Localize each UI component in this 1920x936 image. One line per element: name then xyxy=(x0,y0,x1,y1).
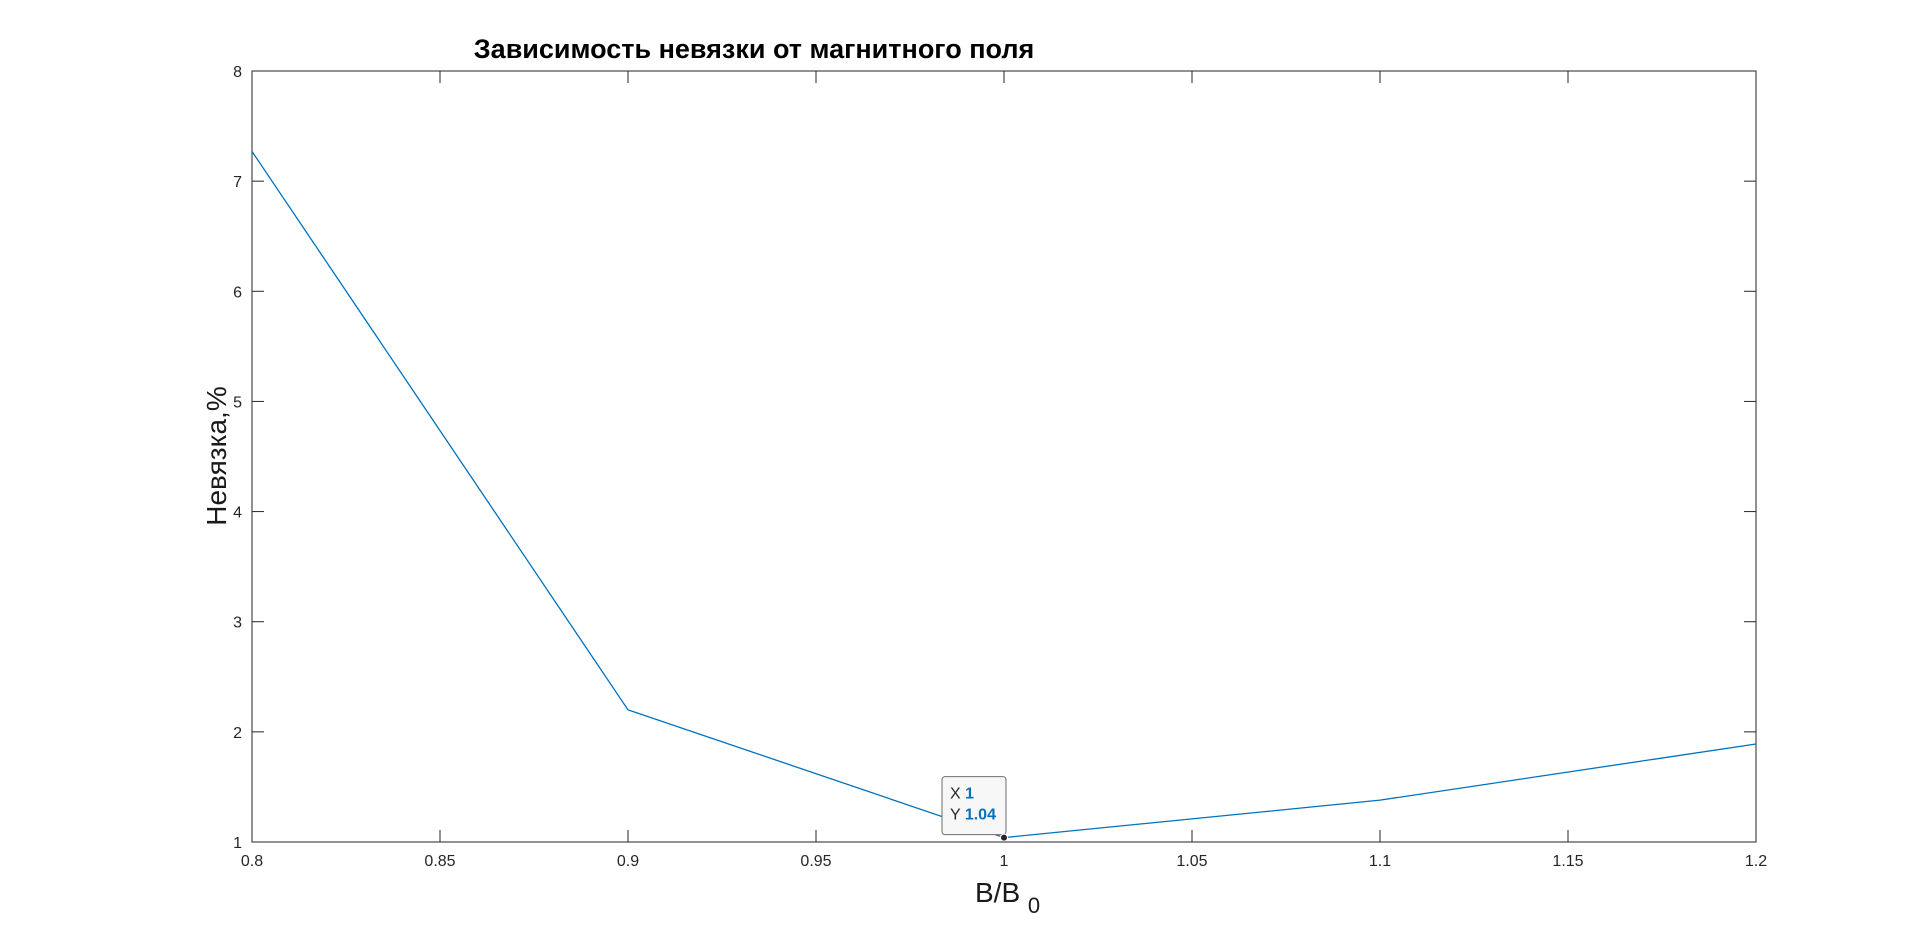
data-tip-box xyxy=(941,776,1007,836)
y-axis: 1 2 3 4 5 6 7 8 xyxy=(233,64,1756,852)
data-point[interactable] xyxy=(625,707,631,713)
data-point[interactable] xyxy=(1377,797,1383,803)
data-tip-label: X xyxy=(950,786,965,803)
x-tick-label: 1 xyxy=(1000,853,1009,870)
data-tip-value: 1 xyxy=(965,786,974,803)
x-axis: 0.8 0.85 0.9 0.95 1 1.05 1.1 1.15 1.2 xyxy=(241,71,1767,870)
data-point[interactable] xyxy=(249,148,255,154)
y-tick-label: 2 xyxy=(233,725,242,742)
x-tick-label: 1.15 xyxy=(1552,853,1583,870)
y-tick-label: 4 xyxy=(233,505,242,522)
data-tip[interactable]: X 1Y 1.04 xyxy=(941,776,1008,842)
x-axis-label-subscript: 0 xyxy=(1028,893,1040,918)
y-tick-label: 8 xyxy=(233,64,242,81)
y-tick-label: 7 xyxy=(233,174,242,191)
x-tick-label: 0.9 xyxy=(617,853,639,870)
plot-area[interactable] xyxy=(251,70,1757,843)
x-tick-label: 0.8 xyxy=(241,853,263,870)
x-axis-label: B/B 0 xyxy=(975,877,1040,918)
y-axis-label: Невязка,% xyxy=(201,386,232,525)
x-axis-label-main: B/B xyxy=(975,877,1020,908)
data-tip-value: 1.04 xyxy=(965,807,996,824)
y-tick-label: 3 xyxy=(233,615,242,632)
data-point[interactable] xyxy=(1753,741,1759,747)
y-tick-label: 6 xyxy=(233,284,242,301)
data-tip-label: Y xyxy=(950,807,965,824)
chart-title: Зависимость невязки от магнитного поля xyxy=(474,34,1034,64)
data-tip-marker[interactable] xyxy=(1000,833,1008,842)
y-tick-label: 1 xyxy=(233,835,242,852)
x-tick-label: 0.85 xyxy=(424,853,455,870)
data-tip-row: X 1 xyxy=(950,786,974,803)
data-tip-row: Y 1.04 xyxy=(950,807,996,824)
x-tick-label: 1.05 xyxy=(1176,853,1207,870)
y-tick-label: 5 xyxy=(233,394,242,411)
x-tick-label: 1.1 xyxy=(1369,853,1391,870)
x-tick-label: 1.2 xyxy=(1745,853,1767,870)
x-tick-label: 0.95 xyxy=(800,853,831,870)
